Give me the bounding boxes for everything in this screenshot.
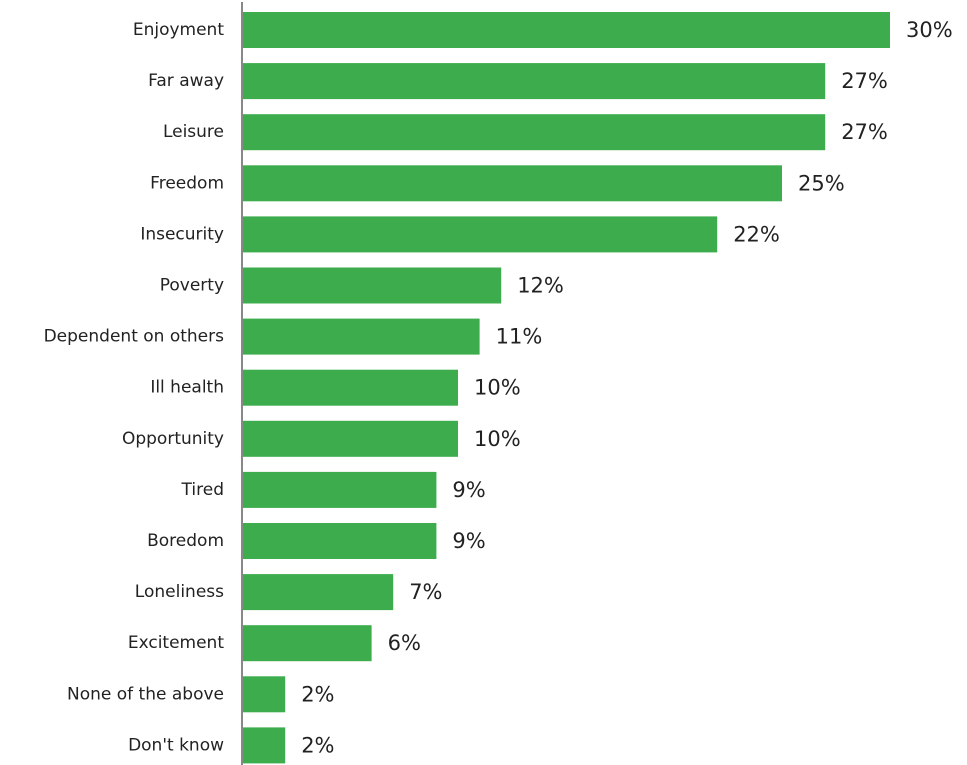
bar [242, 523, 437, 559]
category-label: Far away [148, 71, 224, 91]
bar [242, 676, 286, 713]
value-label: 6% [388, 631, 421, 655]
bar [242, 369, 458, 406]
bar [242, 625, 372, 662]
bar [242, 63, 826, 100]
category-label: Freedom [150, 173, 224, 193]
bars-layer [242, 12, 890, 764]
value-label: 25% [798, 171, 845, 195]
category-label: Leisure [163, 122, 224, 142]
bar [242, 267, 502, 304]
value-label: 27% [841, 120, 888, 144]
category-label: Tired [181, 480, 224, 500]
bar [242, 216, 718, 253]
value-label: 12% [517, 274, 564, 298]
value-label: 30% [906, 18, 953, 42]
bar [242, 114, 826, 151]
bar [242, 420, 458, 457]
category-label: None of the above [67, 684, 224, 704]
value-label: 27% [841, 69, 888, 93]
category-label: Excitement [128, 633, 224, 653]
category-label: Dependent on others [44, 327, 225, 347]
category-label: Loneliness [135, 582, 224, 602]
category-label: Insecurity [140, 224, 224, 244]
category-label: Poverty [160, 276, 224, 296]
value-label: 10% [474, 376, 521, 400]
category-label: Opportunity [122, 429, 224, 449]
bar [242, 574, 394, 611]
value-label: 22% [733, 222, 780, 246]
category-labels: Enjoyment Far away Leisure Freedom Insecurit… [44, 20, 225, 755]
bar [242, 165, 782, 202]
category-label: Enjoyment [133, 20, 224, 40]
category-label: Ill health [150, 378, 224, 398]
bar [242, 12, 890, 48]
value-label: 11% [496, 325, 543, 349]
bar [242, 318, 480, 355]
category-label: Boredom [147, 531, 224, 551]
value-label: 9% [452, 529, 485, 553]
category-label: Don't know [128, 735, 224, 755]
bar [242, 727, 286, 764]
value-label: 10% [474, 427, 521, 451]
bar [242, 471, 437, 508]
value-label: 9% [452, 478, 485, 502]
value-label: 2% [301, 733, 334, 757]
value-label: 7% [409, 580, 442, 604]
value-labels: 30% 27% 27% 25% 22% 12% 11% 10% 10% 9% 9% 7% 6% 2% 2% [301, 18, 952, 757]
value-label: 2% [301, 682, 334, 706]
